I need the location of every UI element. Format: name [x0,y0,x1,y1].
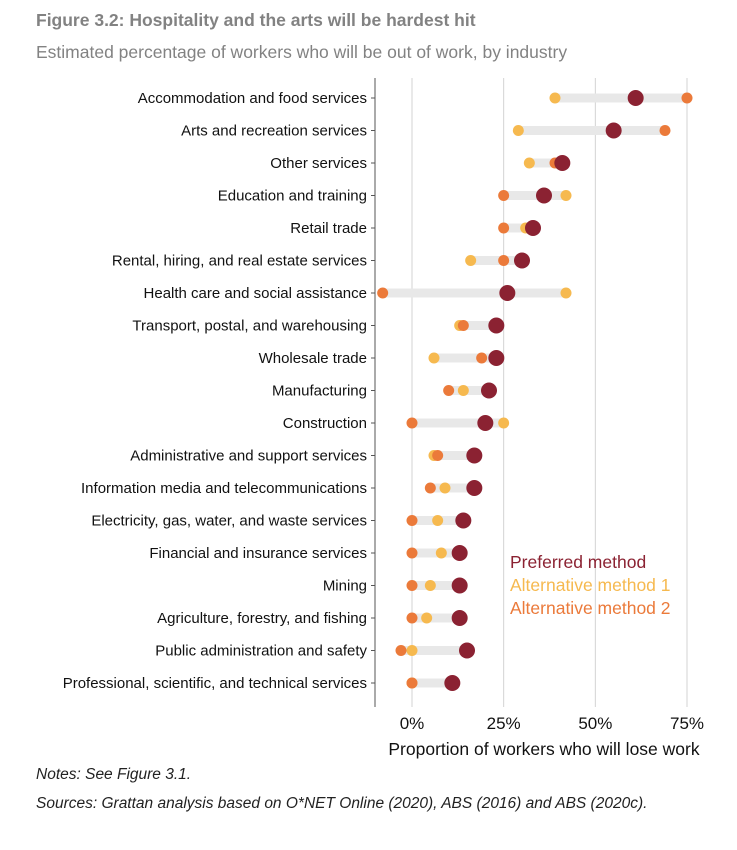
preferred-dot [477,415,494,431]
preferred-dot [451,577,468,594]
alt2-dot [395,645,407,656]
category-label: Professional, scientific, and technical … [63,675,367,692]
alt1-dot [421,612,433,624]
preferred-dot [627,90,644,106]
category-label: Accommodation and food services [138,90,367,107]
notes-text: Notes: See Figure 3.1. [36,766,192,783]
alt1-dot [457,385,469,396]
alt1-dot [406,645,418,656]
alt1-dot [428,352,440,364]
preferred-dot [554,155,571,171]
preferred-dot [499,285,516,301]
alt1-dot [439,482,451,494]
legend-entry: Alternative method 1 [510,575,671,595]
figure-subtitle: Estimated percentage of workers who will… [36,42,568,62]
alt2-dot [476,352,488,364]
alt1-dot [523,157,535,169]
x-axis-title: Proportion of workers who will lose work [388,739,699,759]
legend-entry: Preferred method [510,552,646,572]
category-label: Rental, hiring, and real estate services [112,253,367,270]
preferred-dot [451,610,468,626]
alt1-dot [560,287,572,299]
category-label: Financial and insurance services [149,545,367,562]
figure-title: Figure 3.2: Hospitality and the arts wil… [36,10,476,30]
alt2-dot [424,482,436,494]
x-tick-label: 0% [400,714,425,733]
alt2-dot [432,450,444,461]
alt1-dot [435,547,447,559]
preferred-dot [536,187,552,204]
alt1-dot [432,515,444,526]
preferred-dot [459,642,475,659]
preferred-dot [514,252,530,269]
category-label: Construction [283,415,367,432]
alt2-dot [443,385,455,396]
preferred-dot [488,350,505,366]
legend-entry: Alternative method 2 [510,598,671,618]
category-label: Manufacturing [272,383,367,400]
alt2-dot [681,92,693,104]
category-label: Information media and telecommunications [81,480,367,497]
x-tick-label: 50% [578,714,612,733]
category-label: Transport, postal, and warehousing [132,318,367,335]
x-tick-label: 25% [487,714,521,733]
sources-text: Sources: Grattan analysis based on O*NET… [36,795,648,812]
category-label: Retail trade [290,220,367,237]
alt2-dot [406,417,418,429]
preferred-dot [466,480,483,496]
preferred-dot [455,512,472,529]
alt1-dot [549,92,561,104]
alt1-dot [560,190,572,201]
alt2-dot [457,320,469,331]
category-label: Education and training [218,188,367,205]
category-label: Wholesale trade [259,350,367,367]
alt2-dot [659,125,671,136]
alt2-dot [406,612,418,624]
category-label: Mining [323,578,367,595]
alt1-dot [498,417,510,429]
alt2-dot [406,515,418,526]
category-label: Arts and recreation services [181,123,367,140]
category-label: Electricity, gas, water, and waste servi… [91,513,367,530]
alt2-dot [498,255,510,266]
category-label: Public administration and safety [155,643,367,660]
alt2-dot [406,547,418,559]
category-label: Agriculture, forestry, and fishing [157,610,367,627]
preferred-dot [444,675,461,691]
alt2-dot [498,190,510,201]
preferred-dot [488,317,505,334]
preferred-dot [605,122,622,139]
alt1-dot [512,125,524,136]
category-label: Other services [270,155,367,172]
alt2-dot [406,580,418,591]
preferred-dot [466,447,483,464]
dot-range-chart: Accommodation and food services Arts and … [63,78,704,759]
category-label: Administrative and support services [130,448,367,465]
preferred-dot [481,382,497,399]
preferred-dot [451,545,468,561]
alt1-dot [465,255,477,266]
alt1-dot [424,580,436,591]
category-label: Health care and social assistance [144,285,367,302]
preferred-dot [525,220,541,236]
alt2-dot [406,677,418,689]
x-tick-label: 75% [670,714,704,733]
alt2-dot [377,287,389,299]
alt2-dot [498,222,510,234]
